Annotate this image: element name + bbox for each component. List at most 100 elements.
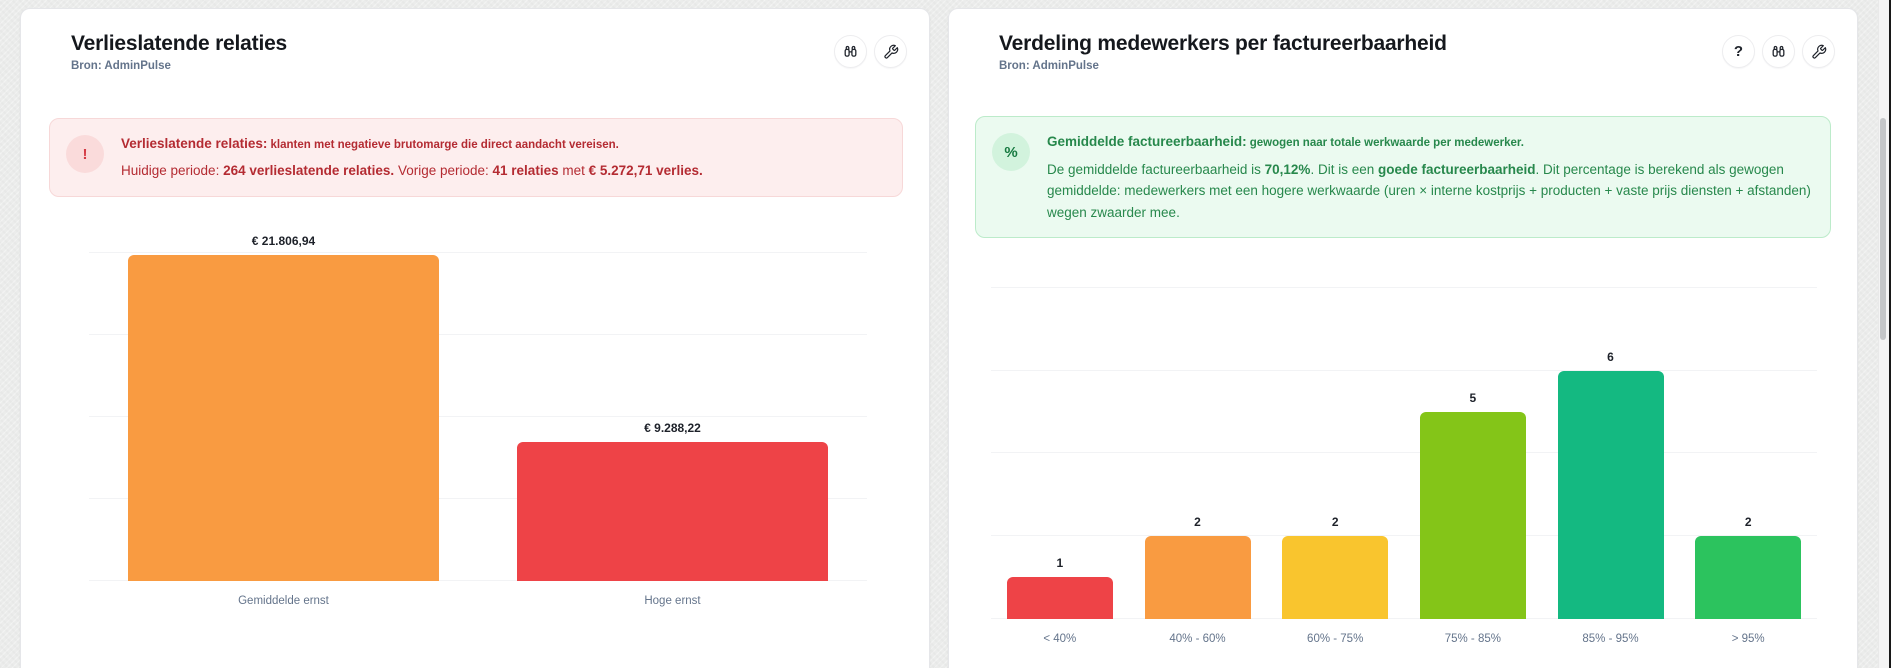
bar-95[interactable]	[1695, 536, 1802, 619]
card-header: Verlieslatende relaties Bron: AdminPulse	[21, 9, 929, 72]
bar-value-label: € 9.288,22	[644, 421, 701, 436]
text-segment: . Dit is een	[1310, 162, 1378, 178]
info-body: De gemiddelde factureerbaarheid is 70,12…	[1047, 159, 1812, 223]
binoculars-icon	[842, 43, 859, 60]
gridline	[89, 333, 867, 335]
bar-slot: 2	[1266, 288, 1404, 619]
bar-75-85[interactable]	[1419, 411, 1526, 619]
bars-row: 1 2 2 5 6 2	[991, 288, 1817, 619]
gridline	[991, 369, 1817, 371]
text-segment: 264 verlieslatende relaties.	[223, 163, 395, 179]
text-segment: € 5.272,71 verlies.	[588, 163, 703, 179]
card-actions: ?	[1722, 31, 1835, 68]
bar-hoge-ernst[interactable]	[516, 442, 829, 581]
exclamation-icon: !	[66, 135, 104, 174]
bar-value-label: 6	[1607, 349, 1614, 364]
x-axis-label: Hoge ernst	[644, 594, 701, 607]
text-segment: Vorige periode:	[394, 163, 493, 179]
loss-alert-box: ! Verlieslatende relaties: klanten met n…	[49, 118, 903, 197]
x-axis-label: 85% - 95%	[1582, 632, 1639, 645]
binoculars-icon	[1770, 43, 1787, 60]
gridline	[89, 579, 867, 581]
wrench-icon	[1811, 44, 1827, 60]
bar-chart-factureerbaarheid: 1 2 2 5 6 2 < 40% 40% - 60% 60% - 75% 75% - 85% 8…	[991, 286, 1817, 645]
bar-slot: € 9.288,22	[478, 253, 867, 581]
gridline	[991, 286, 1817, 288]
scrollbar[interactable]	[1878, 0, 1889, 668]
gridline	[991, 535, 1817, 537]
percent-icon: %	[992, 133, 1030, 172]
inspect-data-button[interactable]	[1762, 35, 1795, 68]
inspect-data-button[interactable]	[834, 35, 867, 68]
bar-value-label: 2	[1331, 515, 1339, 530]
text-segment: 70,12%	[1264, 162, 1311, 178]
gridline	[89, 497, 867, 499]
alert-heading-suffix: klanten met negatieve brutomarge die dir…	[267, 139, 619, 152]
card-header: Verdeling medewerkers per factureerbaarh…	[949, 9, 1857, 72]
info-heading-line: Gemiddelde factureerbaarheid: gewogen na…	[1047, 130, 1812, 154]
bar-40-60[interactable]	[1144, 536, 1251, 619]
bar-value-label: 5	[1469, 390, 1477, 405]
info-text: Gemiddelde factureerbaarheid: gewogen na…	[1047, 130, 1812, 223]
text-segment: . Dit percentage is berekend als gewogen…	[1047, 162, 1811, 220]
billability-info-box: % Gemiddelde factureerbaarheid: gewogen …	[975, 116, 1831, 238]
gridline	[89, 415, 867, 417]
bar-85-95[interactable]	[1557, 370, 1664, 619]
x-axis-label: 75% - 85%	[1444, 632, 1501, 645]
text-segment: Huidige periode:	[121, 163, 224, 179]
alert-detail: Huidige periode: 264 verlieslatende rela…	[121, 161, 703, 181]
text-segment: De gemiddelde factureerbaarheid is	[1047, 162, 1265, 178]
card-title-block: Verdeling medewerkers per factureerbaarh…	[999, 31, 1447, 72]
bar-value-label: 2	[1194, 515, 1201, 530]
settings-button[interactable]	[874, 35, 907, 68]
bar-slot: 6	[1542, 288, 1680, 619]
gridline	[991, 617, 1817, 619]
text-segment: 41 relaties	[492, 163, 559, 179]
alert-heading-line: Verlieslatende relaties: klanten met neg…	[121, 132, 703, 156]
info-heading: Gemiddelde factureerbaarheid:	[1047, 134, 1247, 150]
text-segment: met	[558, 163, 589, 179]
text-segment: goede factureerbaarheid	[1377, 162, 1536, 178]
scrollbar-thumb[interactable]	[1880, 118, 1886, 340]
settings-button[interactable]	[1802, 35, 1835, 68]
bar-60-75[interactable]	[1282, 536, 1389, 619]
help-button[interactable]: ?	[1722, 35, 1755, 68]
card-title: Verlieslatende relaties	[71, 32, 288, 55]
bar-gemiddelde-ernst[interactable]	[127, 255, 440, 581]
gridline	[991, 452, 1817, 454]
x-axis-label: < 40%	[1043, 632, 1077, 645]
x-axis-label: 40% - 60%	[1169, 632, 1226, 645]
bar-slot: € 21.806,94	[89, 234, 478, 581]
bar-chart-verlieslatende-relaties: € 21.806,94 € 9.288,22 Gemiddelde ernst Ho…	[89, 234, 867, 607]
bar-value-label: € 21.806,94	[251, 234, 316, 249]
widget-card-verlieslatende-relaties: Verlieslatende relaties Bron: AdminPulse	[20, 8, 930, 668]
widget-card-factureerbaarheid: Verdeling medewerkers per factureerbaarh…	[948, 8, 1858, 668]
card-title: Verdeling medewerkers per factureerbaarh…	[999, 32, 1447, 55]
x-axis-label: Gemiddelde ernst	[238, 594, 329, 607]
window-edge	[1889, 0, 1891, 668]
bar-slot: 5	[1404, 288, 1542, 619]
x-axis-label: > 95%	[1731, 632, 1765, 645]
bars-row: € 21.806,94 € 9.288,22	[89, 234, 867, 581]
bar-slot: 2	[1129, 288, 1267, 619]
wrench-icon	[883, 44, 899, 60]
bar-slot: 1	[991, 288, 1129, 619]
question-mark-icon: ?	[1733, 43, 1744, 60]
bar-value-label: 2	[1744, 515, 1752, 530]
chart-plot-area: € 21.806,94 € 9.288,22	[89, 234, 867, 581]
chart-x-axis: < 40% 40% - 60% 60% - 75% 75% - 85% 85% - 95…	[991, 633, 1817, 645]
bar-value-label: 1	[1056, 556, 1064, 571]
card-source: Bron: AdminPulse	[71, 60, 171, 73]
info-heading-suffix: gewogen naar totale werkwaarde per medew…	[1246, 137, 1524, 150]
chart-x-axis: Gemiddelde ernst Hoge ernst	[89, 595, 867, 607]
alert-text: Verlieslatende relaties: klanten met neg…	[121, 132, 703, 181]
alert-heading: Verlieslatende relaties:	[121, 136, 268, 152]
card-title-block: Verlieslatende relaties Bron: AdminPulse	[71, 31, 287, 72]
bar-slot: 2	[1679, 288, 1817, 619]
gridline	[89, 251, 867, 253]
card-source: Bron: AdminPulse	[999, 60, 1099, 73]
x-axis-label: 60% - 75%	[1307, 632, 1364, 645]
bar-40[interactable]	[1006, 577, 1113, 619]
card-actions	[834, 31, 907, 68]
